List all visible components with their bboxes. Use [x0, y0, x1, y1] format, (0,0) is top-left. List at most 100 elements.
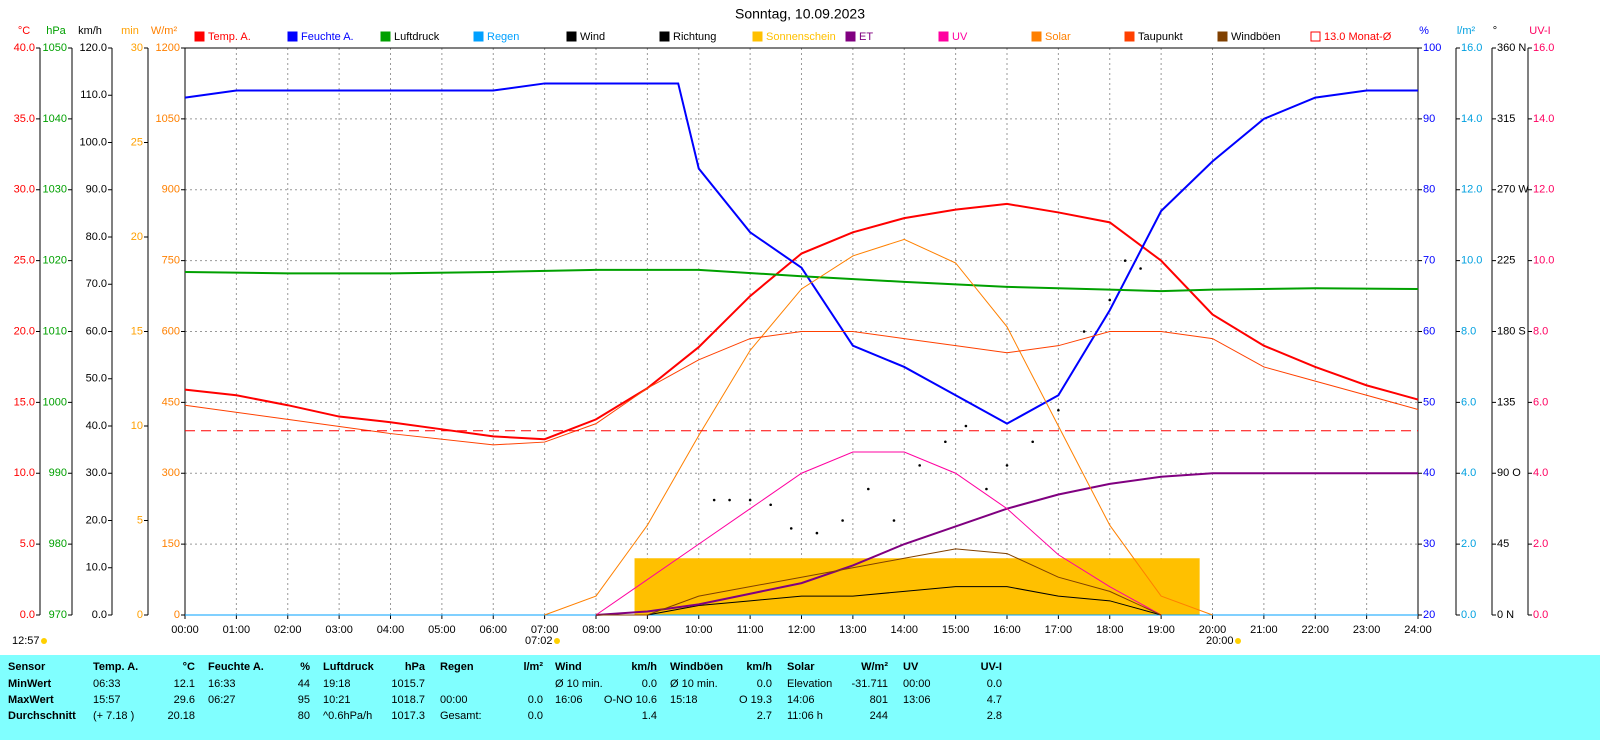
x-tick-label: 10:00: [685, 624, 713, 636]
y-tick-label: 10.0: [1533, 255, 1554, 267]
axis-title: %: [1419, 25, 1429, 37]
y-tick-label: 8.0: [1461, 325, 1476, 337]
y-tick-label: 10.0: [86, 562, 107, 574]
table-cell: 20.18: [167, 710, 195, 722]
table-header: W/m²: [861, 661, 888, 673]
axis-title: l/m²: [1457, 25, 1476, 37]
y-tick-label: 60.0: [86, 325, 107, 337]
x-tick-label: 07:00: [531, 624, 559, 636]
x-tick-label: 18:00: [1096, 624, 1124, 636]
table-cell: 06:33: [93, 678, 121, 690]
table-header: hPa: [405, 661, 426, 673]
y-tick-label: 40.0: [86, 420, 107, 432]
y-tick-label: 30: [131, 42, 143, 54]
table-cell: 1018.7: [391, 694, 425, 706]
x-tick-label: 15:00: [942, 624, 970, 636]
y-tick-label: 0 N: [1497, 609, 1514, 621]
x-tick-label: 23:00: [1353, 624, 1381, 636]
legend-label: 13.0 Monat-Ø: [1324, 31, 1392, 43]
table-header: °C: [183, 661, 195, 673]
y-tick-label: 180 S: [1497, 325, 1526, 337]
direction-dot: [944, 440, 947, 444]
legend-label: Wind: [580, 31, 605, 43]
table-header: Regen: [440, 661, 474, 673]
y-tick-label: 1000: [43, 396, 67, 408]
table-header: %: [300, 661, 310, 673]
axis-title: °: [1493, 25, 1497, 37]
y-tick-label: 10: [131, 420, 143, 432]
legend-label: Windböen: [1231, 31, 1281, 43]
y-tick-label: 20: [1423, 609, 1435, 621]
table-cell: 00:00: [903, 678, 931, 690]
y-tick-label: 970: [49, 609, 67, 621]
series-line: [184, 268, 1419, 293]
y-tick-label: 1020: [43, 255, 67, 267]
direction-dot: [815, 531, 819, 535]
y-tick-label: 30.0: [14, 184, 35, 196]
y-tick-label: 225: [1497, 255, 1515, 267]
table-cell: 14:06: [787, 694, 815, 706]
y-tick-label: 30: [1423, 538, 1435, 550]
direction-dot: [985, 487, 988, 491]
legend-label: Temp. A.: [208, 31, 251, 43]
table-header: km/h: [746, 661, 772, 673]
direction-dot: [712, 498, 716, 502]
y-tick-label: 25: [131, 136, 143, 148]
direction-dot: [728, 498, 731, 502]
y-tick-label: 0.0: [1533, 609, 1548, 621]
table-cell: 16:06: [555, 694, 583, 706]
y-tick-label: 100.0: [79, 136, 107, 148]
y-tick-label: 1030: [43, 184, 67, 196]
legend-marker: [380, 31, 391, 42]
table-header: UV-I: [981, 661, 1002, 673]
y-tick-label: 1050: [43, 42, 67, 54]
table-background: [0, 655, 1600, 740]
table-cell: 0.0: [528, 694, 543, 706]
direction-dot: [1057, 408, 1060, 412]
legend-marker: [752, 31, 763, 42]
y-tick-label: 30.0: [86, 467, 107, 479]
y-tick-label: 70: [1423, 255, 1435, 267]
y-tick-label: 60: [1423, 325, 1435, 337]
direction-dot: [1108, 298, 1112, 302]
table-cell: 44: [298, 678, 310, 690]
y-tick-label: 4.0: [1461, 467, 1476, 479]
table-row-label: MinWert: [8, 678, 52, 690]
legend-label: Solar: [1045, 31, 1071, 43]
x-tick-label: 24:00: [1404, 624, 1432, 636]
series-line: [595, 451, 1162, 616]
table-cell: 11:06 h: [787, 710, 823, 722]
x-tick-label: 16:00: [993, 624, 1021, 636]
y-tick-label: 15.0: [14, 396, 35, 408]
y-tick-label: 980: [49, 538, 67, 550]
y-tick-label: 600: [162, 325, 180, 337]
direction-dot: [866, 487, 870, 491]
table-cell: O 19.3: [739, 694, 772, 706]
y-tick-label: 10.0: [14, 467, 35, 479]
x-tick-label: 04:00: [377, 624, 405, 636]
x-tick-label: 14:00: [890, 624, 918, 636]
table-cell: 10:21: [323, 694, 351, 706]
y-tick-label: 270 W: [1497, 184, 1529, 196]
x-tick-label: 03:00: [325, 624, 353, 636]
table-cell: 0.0: [528, 710, 543, 722]
y-tick-label: 135: [1497, 396, 1515, 408]
table-cell: 1.4: [642, 710, 657, 722]
y-tick-label: 20: [131, 231, 143, 243]
table-cell: 2.8: [987, 710, 1002, 722]
axis-title: km/h: [78, 25, 102, 37]
y-tick-label: 80.0: [86, 231, 107, 243]
x-tick-label: 09:00: [634, 624, 662, 636]
table-cell: Ø 10 min.: [670, 678, 718, 690]
table-cell: 00:00: [440, 694, 468, 706]
y-tick-label: 15: [131, 325, 143, 337]
table-cell: Gesamt:: [440, 710, 482, 722]
legend-marker: [659, 31, 670, 42]
y-tick-label: 120.0: [79, 42, 107, 54]
legend-marker: [938, 31, 949, 42]
legend-marker: [1217, 31, 1228, 42]
y-tick-label: 100: [1423, 42, 1441, 54]
direction-dot: [1139, 267, 1142, 270]
